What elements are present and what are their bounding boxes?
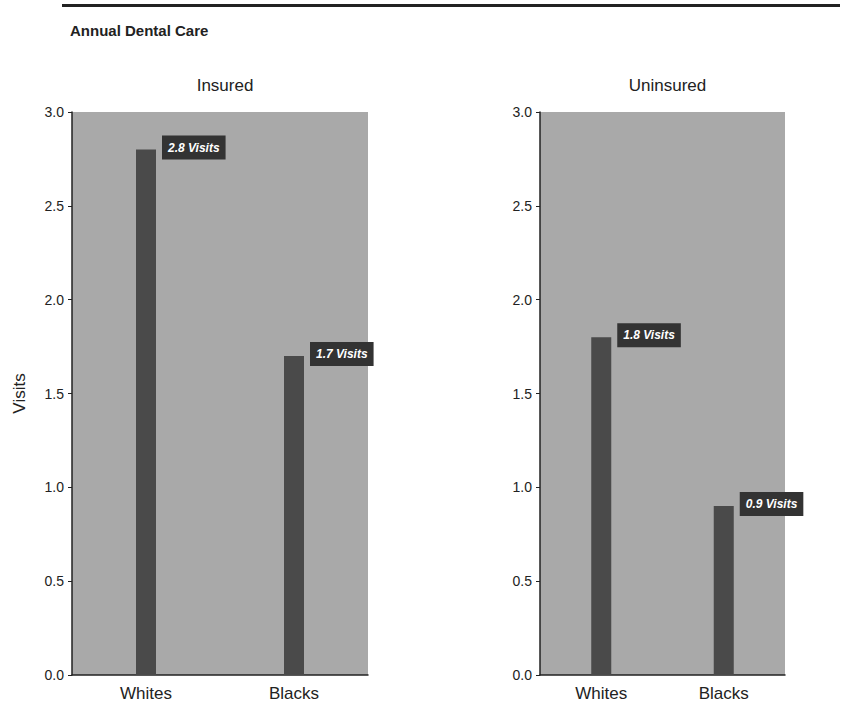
svg-text:1.5: 1.5 [513, 386, 533, 402]
svg-text:0.0: 0.0 [513, 667, 533, 683]
svg-text:2.0: 2.0 [45, 292, 65, 308]
svg-text:2.8 Visits: 2.8 Visits [167, 141, 220, 155]
svg-text:0.0: 0.0 [45, 667, 65, 683]
svg-text:Visits: Visits [10, 373, 29, 413]
svg-text:2.5: 2.5 [45, 198, 65, 214]
svg-text:Whites: Whites [575, 684, 627, 703]
svg-text:Uninsured: Uninsured [629, 76, 707, 95]
svg-text:1.7 Visits: 1.7 Visits [316, 347, 368, 361]
svg-text:Whites: Whites [120, 684, 172, 703]
svg-text:Annual Dental Care: Annual Dental Care [70, 22, 208, 39]
svg-text:3.0: 3.0 [513, 104, 533, 120]
svg-text:Insured: Insured [197, 76, 254, 95]
svg-text:Blacks: Blacks [269, 684, 319, 703]
svg-text:2.0: 2.0 [513, 292, 533, 308]
svg-text:0.5: 0.5 [45, 573, 65, 589]
svg-text:3.0: 3.0 [45, 104, 65, 120]
svg-text:0.9 Visits: 0.9 Visits [746, 497, 798, 511]
svg-text:1.5: 1.5 [45, 386, 65, 402]
svg-text:Blacks: Blacks [699, 684, 749, 703]
svg-text:1.0: 1.0 [45, 479, 65, 495]
svg-text:1.0: 1.0 [513, 479, 533, 495]
svg-text:2.5: 2.5 [513, 198, 533, 214]
svg-text:1.8 Visits: 1.8 Visits [623, 328, 675, 342]
svg-text:0.5: 0.5 [513, 573, 533, 589]
